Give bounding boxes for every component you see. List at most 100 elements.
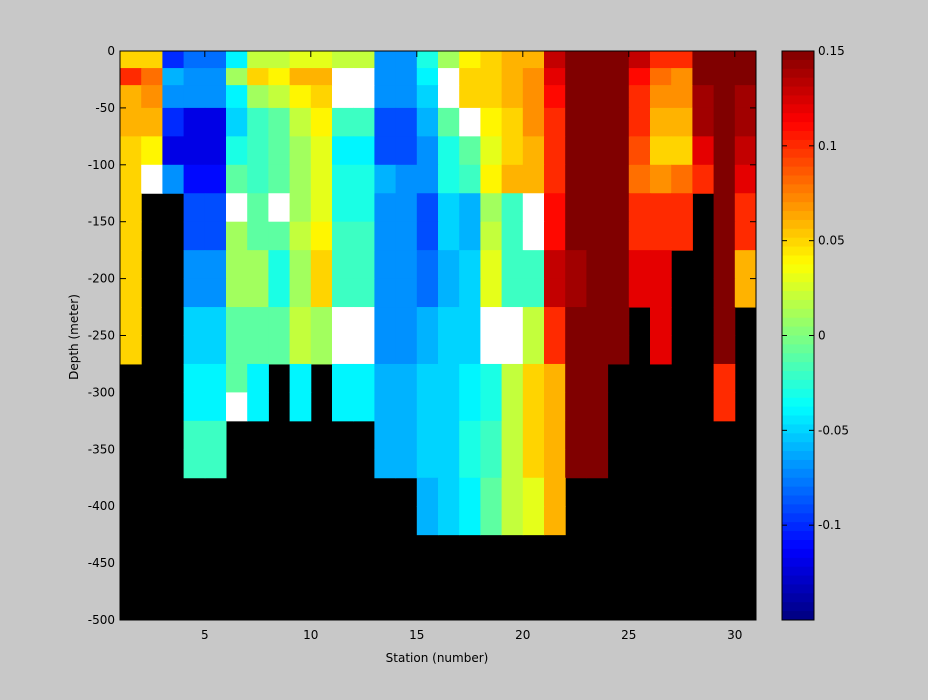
heatmap-cell [374, 307, 397, 336]
heatmap-cell [310, 85, 333, 109]
heatmap-cell [268, 335, 291, 365]
heatmap-cell [310, 307, 333, 336]
heatmap-cell [459, 221, 481, 251]
heatmap-cell [374, 193, 397, 223]
x-tick-label: 5 [201, 628, 209, 642]
heatmap-cell [480, 68, 503, 86]
y-tick-label: -450 [88, 556, 115, 570]
heatmap-cell [522, 164, 545, 194]
heatmap-cell [607, 250, 630, 280]
heatmap-cell [310, 250, 333, 280]
heatmap-cell [650, 51, 672, 69]
heatmap-cell [734, 51, 757, 69]
heatmap-cell [226, 68, 248, 86]
heatmap-cell [734, 164, 757, 194]
heatmap-cell [289, 85, 312, 109]
y-tick-label: -150 [88, 215, 115, 229]
heatmap-cell [522, 392, 545, 422]
colorbar-segment [782, 522, 814, 532]
heatmap-cell [289, 68, 312, 86]
heatmap-cell [650, 278, 672, 308]
colorbar-segment [782, 362, 814, 372]
colorbar-segment [782, 228, 814, 239]
heatmap-cell [204, 363, 227, 393]
heatmap-cell [289, 136, 312, 166]
heatmap-cell [459, 506, 481, 536]
heatmap-cell [671, 51, 693, 69]
heatmap-cell [501, 278, 524, 308]
colorbar-segment [782, 264, 814, 274]
heatmap-cell [565, 392, 587, 422]
heatmap-cell [438, 250, 460, 280]
x-tick-label: 15 [409, 628, 424, 642]
heatmap-cell [438, 363, 460, 393]
heatmap-cell [713, 193, 736, 223]
heatmap-cell [501, 363, 524, 393]
heatmap-cell [416, 107, 439, 137]
heatmap-cell [353, 335, 375, 365]
heatmap-cell [480, 193, 503, 223]
heatmap-cell [204, 392, 227, 422]
colorbar-segment [782, 131, 814, 141]
heatmap-cell [416, 477, 439, 507]
heatmap-cell [416, 335, 439, 365]
heatmap-cell [162, 136, 185, 166]
heatmap-cell [416, 392, 439, 422]
colorbar-segment [782, 451, 814, 461]
heatmap-cell [204, 51, 227, 69]
heatmap-cell [438, 278, 460, 308]
heatmap-cell [247, 136, 269, 166]
colorbar-segment [782, 335, 814, 345]
heatmap-cell [395, 250, 418, 280]
heatmap-cell [416, 136, 439, 166]
heatmap-cell [522, 335, 545, 365]
heatmap-cell [607, 136, 630, 166]
colorbar-segment [782, 379, 814, 390]
colorbar-segment [782, 504, 814, 514]
heatmap-cell [120, 250, 142, 280]
heatmap-cell [438, 420, 460, 450]
heatmap-cell [268, 85, 291, 109]
heatmap-cell [628, 51, 651, 69]
y-axis-label: Depth (meter) [67, 294, 81, 380]
heatmap-cell [204, 68, 227, 86]
heatmap-cell [692, 164, 715, 194]
heatmap-cell [565, 136, 587, 166]
heatmap-cell [332, 193, 354, 223]
heatmap-cell [438, 68, 460, 86]
heatmap-cell [607, 221, 630, 251]
heatmap-cell [650, 307, 672, 336]
heatmap-cell [565, 335, 587, 365]
heatmap-cell [607, 307, 630, 336]
heatmap-cell [586, 85, 609, 109]
heatmap-cell [586, 307, 609, 336]
heatmap-cell [628, 278, 651, 308]
heatmap-cell [162, 68, 185, 86]
colorbar-segment [782, 539, 814, 550]
heatmap-cell [586, 363, 609, 393]
heatmap-cell [204, 107, 227, 137]
heatmap-cell [416, 278, 439, 308]
colorbar-segment [782, 157, 814, 168]
heatmap-cell [607, 193, 630, 223]
heatmap-cell [416, 164, 439, 194]
heatmap-cell [480, 85, 503, 109]
colorbar-segment [782, 513, 814, 523]
heatmap-cell [544, 51, 566, 69]
heatmap-cell [480, 335, 503, 365]
heatmap-cell [522, 420, 545, 450]
y-tick-label: -50 [95, 101, 115, 115]
heatmap-cell [565, 250, 587, 280]
x-tick-label: 25 [621, 628, 636, 642]
x-axis-label: Station (number) [386, 651, 489, 665]
heatmap-cell [332, 107, 354, 137]
colorbar-segment [782, 237, 814, 248]
heatmap-cell [522, 221, 545, 251]
heatmap-cell [416, 449, 439, 479]
heatmap-cell [713, 278, 736, 308]
heatmap-cell [671, 221, 693, 251]
heatmap-cell [183, 164, 206, 194]
heatmap-cell [671, 164, 693, 194]
heatmap-cell [671, 68, 693, 86]
y-tick-label: -200 [88, 272, 115, 286]
